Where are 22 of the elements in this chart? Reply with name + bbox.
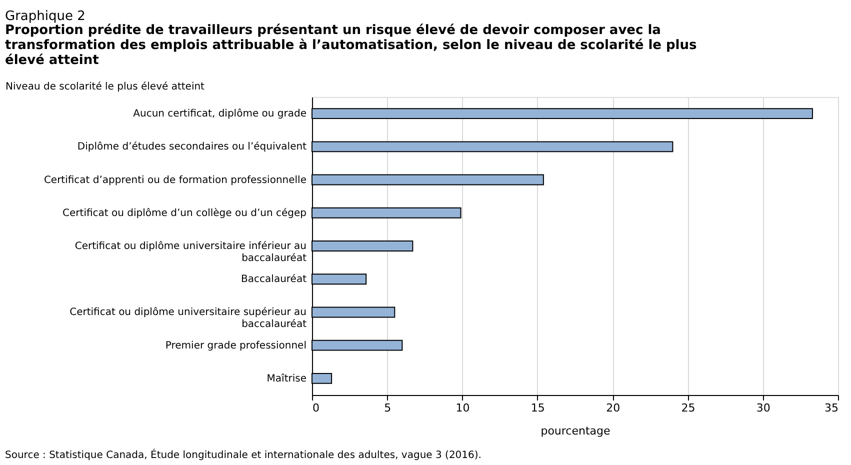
y-axis-title: Niveau de scolarité le plus élevé atteint [6, 82, 205, 92]
x-axis-title: pourcentage [540, 424, 611, 438]
y-tick-label: Certificat ou diplôme d’un collège ou d’un cégep [62, 208, 306, 219]
chart-subtitle: Proportion prédite de travailleurs présentant un risque élevé de devoir composer avec la transformation des emplois attribuable à l’automatisation, selon le niveau de scolarité le plus élevé atteint [5, 23, 698, 68]
x-tick-label: 25 [681, 402, 696, 414]
y-tick-label: Certificat d’apprenti ou de formation professionnelle [44, 174, 306, 186]
source-note: Source : Statistique Canada, Étude longitudinale et internationale des adultes, vague 3 (2016). [5, 448, 482, 461]
x-tick-label: 30 [756, 402, 770, 414]
y-tick-label: Certificat ou diplôme universitaire supérieur au baccalauréat [70, 307, 307, 330]
y-tick-label: Premier grade professionnel [165, 340, 306, 352]
x-tick-label: 20 [606, 402, 620, 414]
x-tick-label: 10 [456, 402, 470, 414]
y-tick-label: Diplôme d’études secondaires ou l’équivalent [77, 142, 307, 153]
x-tick-label: 15 [530, 402, 545, 414]
x-tick-label: 0 [312, 402, 320, 414]
x-tick-label: 5 [384, 402, 392, 414]
y-tick-label: Certificat ou diplôme universitaire inférieur au baccalauréat [74, 241, 307, 264]
y-tick-label: Aucun certificat, diplôme ou grade [133, 108, 306, 120]
y-tick-label: Baccalauréat [241, 274, 307, 286]
text: Graphique 2 [5, 9, 86, 24]
y-tick-label: Maîtrise [266, 373, 306, 384]
x-tick-label: 35 [824, 402, 838, 414]
